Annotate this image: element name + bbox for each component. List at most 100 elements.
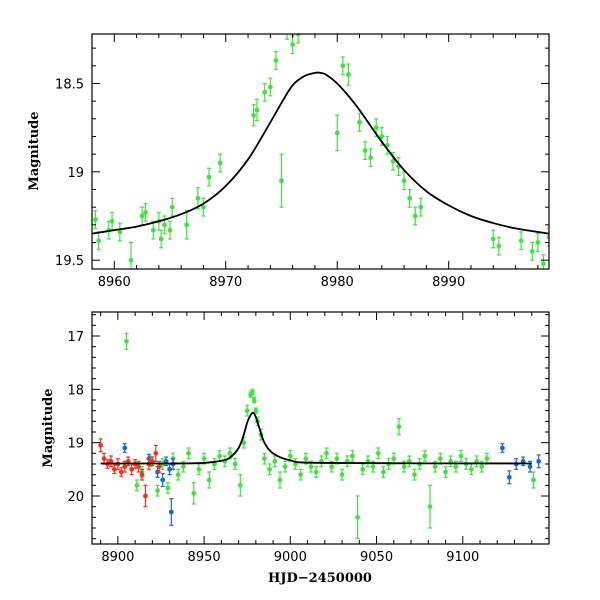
green-data-point — [237, 482, 243, 488]
green-data-point — [227, 450, 233, 456]
red-data-point — [136, 464, 141, 470]
top-x-tick-label: 8980 — [321, 275, 354, 290]
green-data-point — [329, 14, 334, 19]
green-data-point — [531, 477, 536, 483]
bottom-x-tick-label: 9000 — [274, 550, 307, 565]
green-data-point — [443, 469, 448, 475]
green-data-point — [303, 456, 309, 462]
green-data-point — [287, 453, 293, 459]
green-data-point — [201, 456, 207, 462]
top-plot-frame — [91, 33, 550, 270]
green-data-point — [334, 130, 340, 136]
green-data-point — [155, 488, 160, 494]
green-data-point — [390, 158, 396, 164]
green-data-point — [251, 112, 257, 118]
green-data-point — [249, 389, 255, 395]
green-data-point — [308, 464, 314, 470]
green-data-point — [109, 218, 115, 224]
green-data-point — [201, 204, 206, 210]
green-data-point — [267, 466, 273, 472]
green-data-point — [479, 464, 485, 470]
green-data-point — [355, 514, 360, 520]
blue-data-point — [168, 509, 174, 515]
green-data-point — [329, 464, 335, 470]
green-data-point — [368, 155, 374, 161]
top-panel: 8960 8970 8980 8990 18.5 19 19.5 Magnitu… — [27, 2, 550, 290]
blue-data-point — [506, 474, 512, 480]
green-data-point — [272, 458, 278, 464]
green-data-point — [396, 424, 402, 430]
bottom-y-tick-label: 19 — [67, 437, 84, 452]
red-data-point — [118, 469, 124, 475]
green-data-point — [401, 464, 407, 470]
green-data-point — [391, 456, 397, 462]
green-data-point — [279, 178, 284, 184]
bottom-x-axis-label: HJD−2450000 — [268, 571, 372, 586]
green-data-point — [217, 453, 223, 459]
green-data-point — [175, 472, 181, 478]
green-data-point — [529, 248, 535, 254]
green-data-point — [195, 195, 201, 201]
green-data-point — [139, 213, 145, 219]
green-data-point — [340, 63, 346, 69]
green-data-point — [535, 240, 541, 245]
bottom-x-tick-label: 8900 — [101, 550, 134, 565]
green-data-point — [184, 222, 190, 228]
red-data-point — [139, 472, 145, 478]
red-data-point — [143, 493, 148, 499]
top-data-layer — [92, 2, 549, 269]
green-data-point — [267, 84, 273, 90]
green-data-point — [96, 238, 102, 244]
green-data-point — [518, 238, 524, 244]
blue-data-point — [527, 464, 533, 470]
model-curve — [100, 411, 532, 465]
green-data-point — [432, 464, 438, 470]
green-data-point — [307, 14, 312, 19]
green-data-point — [262, 89, 268, 95]
green-data-point — [117, 229, 123, 235]
top-y-tick-label: 19.5 — [55, 254, 84, 269]
red-data-point — [98, 442, 104, 448]
green-data-point — [339, 472, 345, 478]
bottom-x-tick-label: 9100 — [446, 550, 479, 565]
green-data-point — [232, 461, 238, 467]
model-curve — [92, 71, 549, 235]
red-data-point — [129, 466, 135, 472]
green-data-point — [313, 2, 318, 7]
green-data-point — [169, 204, 175, 210]
green-data-point — [484, 456, 490, 462]
green-data-point — [244, 408, 250, 414]
blue-data-point — [160, 477, 166, 483]
green-data-point — [186, 450, 191, 456]
green-data-point — [158, 236, 164, 242]
green-data-point — [298, 472, 304, 478]
top-x-tick-label: 8960 — [98, 275, 131, 290]
green-data-point — [350, 453, 355, 459]
green-data-point — [418, 204, 424, 210]
green-data-point — [427, 504, 433, 510]
red-data-point — [156, 464, 162, 470]
top-y-tick-label: 19 — [67, 166, 84, 181]
green-data-point — [468, 466, 474, 472]
green-data-point — [496, 243, 502, 249]
green-data-point — [206, 174, 212, 180]
green-data-point — [254, 107, 260, 113]
red-data-point — [125, 458, 131, 464]
green-data-point — [334, 456, 340, 462]
green-data-point — [165, 485, 171, 491]
red-data-point — [122, 464, 128, 470]
green-data-point — [162, 222, 167, 228]
bottom-data-layer — [98, 332, 542, 540]
green-data-point — [401, 178, 407, 184]
red-data-point — [112, 466, 117, 472]
green-data-point — [191, 490, 197, 496]
bottom-axis-ticks — [92, 312, 550, 544]
top-x-tick-label: 8990 — [432, 275, 465, 290]
green-data-point — [285, 28, 290, 33]
top-y-tick-label: 18.5 — [55, 77, 84, 92]
green-data-point — [362, 148, 368, 154]
red-data-point — [153, 450, 159, 456]
green-data-point — [490, 236, 496, 242]
bottom-x-tick-labels: 8900 8950 9000 9050 9100 — [101, 550, 479, 565]
